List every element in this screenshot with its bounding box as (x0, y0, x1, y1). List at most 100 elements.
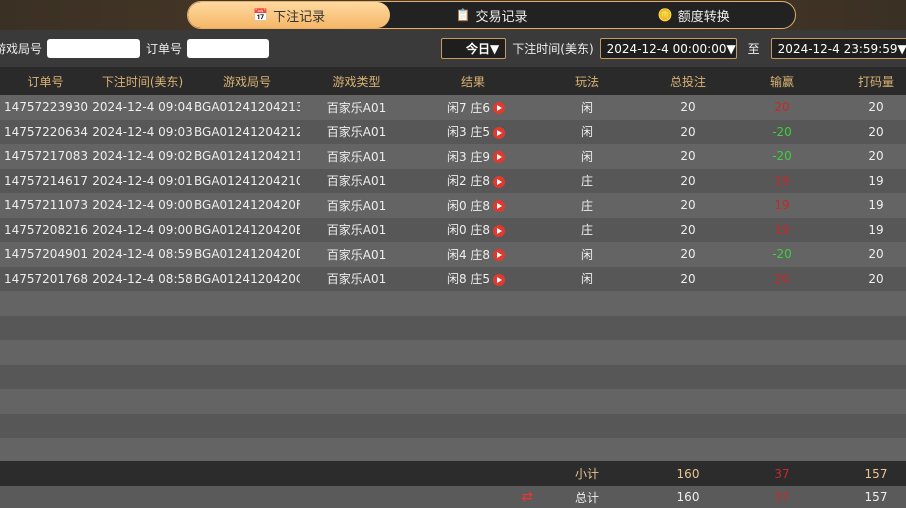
period-select[interactable]: 今日 ▼ (441, 38, 507, 59)
win-loss-value: -20 (772, 247, 792, 262)
play-replay-icon[interactable] (493, 151, 506, 164)
win-loss-value: 20 (774, 100, 790, 115)
cell-round-no: BGA0124120420C (194, 272, 300, 286)
cell-win-loss: 20 (735, 272, 829, 286)
table-row[interactable]: 14757208216 2024-12-4 09:00 BGA0124120420E… (0, 217, 906, 242)
cell-result: 闲4 庄8 (413, 246, 533, 263)
total-bet-value: 20 (680, 173, 696, 188)
play-replay-icon[interactable] (493, 175, 506, 188)
turnover-value: 19 (868, 222, 884, 237)
cell-order-no: 14757208216 (0, 223, 91, 237)
empty-row (0, 389, 906, 414)
cell-result: 闲7 庄6 (413, 99, 533, 116)
turnover-value: 20 (868, 124, 884, 139)
cell-play-type: 庄 (533, 221, 641, 238)
cell-play-type: 闲 (533, 246, 641, 263)
cell-total-bet: 20 (641, 272, 735, 286)
bet-time-value: 2024-12-4 09:00 (92, 222, 193, 237)
tab-bet-records[interactable]: 📅 下注记录 (188, 2, 391, 28)
cell-order-no: 14757201768 (0, 272, 91, 286)
round-input[interactable] (47, 39, 141, 58)
column-header-play-type: 玩法 (574, 74, 599, 89)
cell-order-no: 14757220634 (0, 125, 91, 139)
start-time-select[interactable]: 2024-12-4 00:00:00 ▼ (599, 38, 737, 59)
table-row[interactable]: 14757204901 2024-12-4 08:59 BGA0124120420D… (0, 242, 906, 267)
play-replay-icon[interactable] (493, 102, 506, 115)
turnover-value: 20 (868, 271, 884, 286)
order-no-value: 14757201768 (4, 271, 88, 286)
game-type-value: 百家乐A01 (326, 198, 387, 213)
play-replay-icon[interactable] (493, 224, 506, 237)
cell-order-no: 14757223930 (0, 100, 91, 114)
cell-turnover: 20 (829, 272, 906, 286)
chevron-down-icon: ▼ (726, 41, 736, 56)
subtotal-row: 小计 160 37 157 (0, 461, 906, 486)
order-no-value: 14757223930 (4, 100, 88, 115)
win-loss-value: 20 (774, 271, 790, 286)
cell-win-loss: 20 (735, 100, 829, 114)
bet-time-value: 2024-12-4 09:03 (92, 124, 193, 139)
top-bar: 📅 下注记录 📋 交易记录 🪙 额度转换 (0, 0, 906, 30)
order-no-value: 14757220634 (4, 124, 88, 139)
coins-icon: 🪙 (657, 8, 673, 22)
cell-game-type: 百家乐A01 (300, 99, 413, 116)
column-header-order-no: 订单号 (27, 74, 64, 89)
table-row[interactable]: 14757223930 2024-12-4 09:04 BGA01241204213… (0, 95, 906, 120)
order-input[interactable] (187, 39, 270, 58)
round-no-value: BGA0124120420D (194, 247, 300, 262)
cell-round-no: BGA0124120420F (194, 198, 300, 212)
play-type-value: 闲 (580, 149, 593, 164)
tab-group: 📅 下注记录 📋 交易记录 🪙 额度转换 (187, 1, 796, 29)
column-header-turnover: 打码量 (857, 74, 894, 89)
cell-turnover: 20 (829, 125, 906, 139)
table-row[interactable]: 14757211073 2024-12-4 09:00 BGA0124120420F… (0, 193, 906, 218)
table-header: 订单号 下注时间(美东) 游戏局号 游戏类型 结果 玩法 总投注 输赢 打码量 (0, 67, 906, 95)
total-row: ⇄ 总计 160 37 157 (0, 486, 906, 508)
cell-play-type: 庄 (533, 172, 641, 189)
subtotal-bet: 160 (676, 466, 700, 481)
refresh-icon[interactable]: ⇄ (521, 489, 533, 505)
play-replay-icon[interactable] (493, 249, 506, 262)
column-header-round-no: 游戏局号 (222, 74, 271, 89)
order-no-value: 14757208216 (4, 222, 88, 237)
result-value: 闲3 庄9 (446, 149, 491, 164)
column-header-game-type: 游戏类型 (332, 74, 381, 89)
table-row[interactable]: 14757201768 2024-12-4 08:58 BGA0124120420C… (0, 266, 906, 291)
cell-play-type: 闲 (533, 270, 641, 287)
cell-game-type: 百家乐A01 (300, 270, 413, 287)
cell-game-type: 百家乐A01 (300, 148, 413, 165)
cell-bet-time: 2024-12-4 09:04 (91, 100, 194, 114)
table-row[interactable]: 14757220634 2024-12-4 09:03 BGA01241204212… (0, 119, 906, 144)
cell-win-loss: -20 (735, 149, 829, 163)
round-no-value: BGA0124120420F (194, 198, 300, 213)
win-loss-value: -20 (772, 124, 792, 139)
round-no-value: BGA0124120420C (194, 271, 300, 286)
table-row[interactable]: 14757214617 2024-12-4 09:01 BGA01241204210… (0, 168, 906, 193)
clipboard-icon: 📋 (455, 8, 471, 22)
tab-credit-transfer[interactable]: 🪙 额度转换 (657, 8, 730, 25)
bet-time-value: 2024-12-4 09:01 (92, 173, 193, 188)
tab-transaction-records[interactable]: 📋 交易记录 (455, 8, 528, 25)
result-value: 闲2 庄8 (446, 174, 491, 189)
play-replay-icon[interactable] (493, 273, 506, 286)
table-row[interactable]: 14757217083 2024-12-4 09:02 BGA01241204211… (0, 144, 906, 169)
play-type-value: 庄 (580, 198, 593, 213)
cell-order-no: 14757214617 (0, 174, 91, 188)
cell-win-loss: -20 (735, 247, 829, 261)
play-replay-icon[interactable] (493, 200, 506, 213)
end-time-select[interactable]: 2024-12-4 23:59:59 ▼ (770, 38, 906, 59)
total-code: 157 (864, 490, 888, 504)
result-value: 闲8 庄5 (446, 272, 491, 287)
bet-time-value: 2024-12-4 09:00 (92, 198, 193, 213)
round-no-value: BGA01241204212 (194, 124, 300, 139)
cell-order-no: 14757217083 (0, 149, 91, 163)
cell-win-loss: 19 (735, 198, 829, 212)
result-value: 闲7 庄6 (446, 100, 491, 115)
empty-row (0, 291, 906, 316)
cell-result: 闲0 庄8 (413, 197, 533, 214)
column-header-bet-time: 下注时间(美东) (101, 74, 184, 89)
win-loss-value: 19 (774, 198, 790, 213)
play-type-value: 闲 (580, 100, 593, 115)
play-replay-icon[interactable] (493, 126, 506, 139)
cell-bet-time: 2024-12-4 09:00 (91, 198, 194, 212)
